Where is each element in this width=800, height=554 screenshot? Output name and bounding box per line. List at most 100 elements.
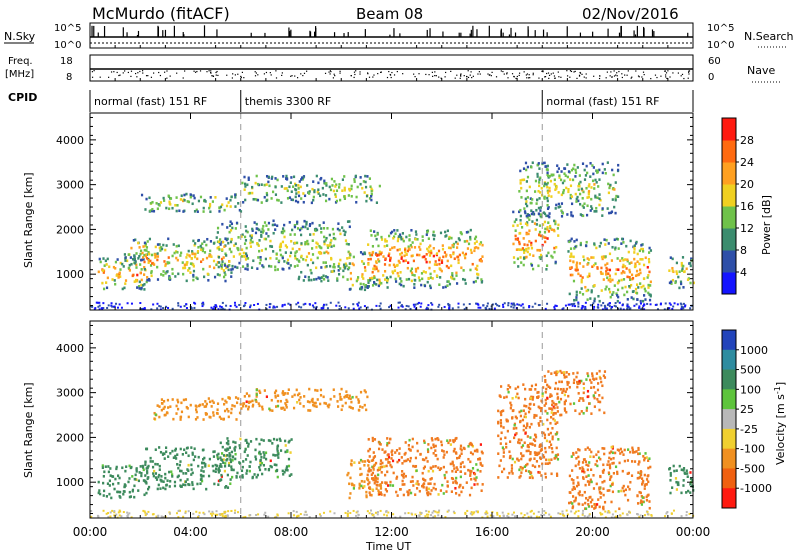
nave-dot — [199, 70, 202, 72]
power-cell — [582, 190, 585, 194]
power-cell — [450, 264, 453, 268]
power-cell — [261, 227, 264, 231]
velocity-cell — [498, 464, 501, 468]
power-cell — [192, 263, 195, 266]
power-cell — [604, 287, 607, 291]
nave-dot — [435, 75, 437, 77]
power-cell — [600, 272, 603, 275]
power-cell — [145, 246, 149, 249]
power-cell — [598, 203, 601, 207]
velocity-cell — [423, 439, 426, 443]
nsearch-tick-low: 10^0 — [707, 40, 734, 51]
power-cell — [286, 258, 290, 262]
power-cell — [410, 254, 413, 258]
velocity-cell — [349, 476, 352, 480]
velocity-cell — [129, 495, 133, 498]
nave-dot — [339, 70, 341, 72]
power-cell — [414, 267, 418, 271]
power-cell — [402, 259, 405, 263]
velocity-cell — [608, 466, 612, 470]
power-cell — [545, 214, 548, 218]
velocity-cell — [255, 475, 258, 479]
velocity-cell — [199, 482, 202, 485]
power-cell — [202, 206, 205, 210]
nave-dot — [665, 72, 668, 74]
power-cell — [563, 172, 566, 176]
velocity-cell — [200, 469, 203, 472]
power-cell — [375, 283, 378, 286]
velocity-cell — [185, 446, 189, 450]
power-cell — [148, 237, 152, 241]
power-cell — [519, 256, 522, 259]
power-cell — [540, 255, 543, 258]
power-cell — [177, 244, 180, 248]
velocity-cell — [529, 402, 532, 406]
ground-scatter-cell — [265, 303, 268, 306]
velocity-cell — [162, 407, 165, 411]
ground-scatter-cell — [407, 305, 410, 308]
velocity-cell — [367, 464, 370, 467]
power-cell — [347, 267, 350, 271]
power-cell — [456, 242, 459, 246]
ground-scatter-cell — [430, 514, 433, 517]
power-cell — [570, 168, 574, 172]
power-cell — [428, 260, 431, 264]
velocity-cell — [205, 487, 208, 491]
velocity-cell — [566, 380, 569, 384]
velocity-cell — [347, 471, 350, 475]
velocity-cell — [220, 465, 223, 468]
power-cell — [473, 242, 477, 245]
velocity-cell — [464, 472, 467, 475]
power-cell — [250, 236, 253, 240]
power-cell — [438, 267, 441, 270]
velocity-cell — [575, 451, 578, 454]
velocity-cell — [501, 446, 504, 449]
velocity-cell — [153, 411, 156, 415]
power-cell — [407, 277, 411, 281]
velocity-cell — [117, 474, 120, 478]
power-cell — [521, 178, 524, 182]
velocity-cell — [517, 396, 520, 400]
velocity-cell — [516, 457, 519, 461]
power-cell — [336, 277, 339, 280]
velocity-cell — [407, 447, 411, 451]
velocity-cell — [182, 472, 185, 475]
velocity-cell — [427, 487, 431, 491]
velocity-cell — [537, 405, 540, 409]
power-cell — [563, 179, 566, 183]
velocity-cell — [449, 443, 452, 446]
velocity-cell — [118, 476, 121, 480]
ground-scatter-cell — [537, 304, 540, 307]
power-cell — [401, 237, 404, 241]
power-cell — [323, 251, 326, 255]
power-cell — [614, 272, 617, 276]
power-cell — [342, 269, 345, 273]
power-cell — [236, 246, 239, 250]
velocity-cell — [231, 458, 234, 462]
power-cell — [675, 261, 678, 265]
velocity-cell — [352, 487, 356, 490]
velocity-cell — [373, 455, 377, 458]
velocity-cell — [506, 419, 509, 423]
ground-scatter-cell — [322, 303, 325, 306]
ground-scatter-cell — [559, 512, 562, 515]
power-cell — [643, 294, 646, 297]
velocity-cell — [575, 375, 578, 379]
power-cell — [283, 229, 286, 233]
power-cell — [569, 196, 572, 200]
power-cell — [277, 259, 281, 263]
velocity-cell — [544, 450, 547, 454]
power-cell — [315, 174, 318, 178]
velocity-cell — [386, 458, 389, 461]
power-cell — [554, 207, 557, 210]
velocity-cell — [633, 460, 637, 463]
velocity-cell — [340, 408, 343, 412]
velocity-cell — [255, 393, 258, 396]
power-cell — [523, 251, 526, 254]
power-cell — [258, 261, 262, 265]
nave-dot — [506, 73, 508, 75]
power-cell — [582, 255, 585, 259]
velocity-cell — [599, 474, 602, 478]
velocity-cell — [429, 466, 432, 470]
